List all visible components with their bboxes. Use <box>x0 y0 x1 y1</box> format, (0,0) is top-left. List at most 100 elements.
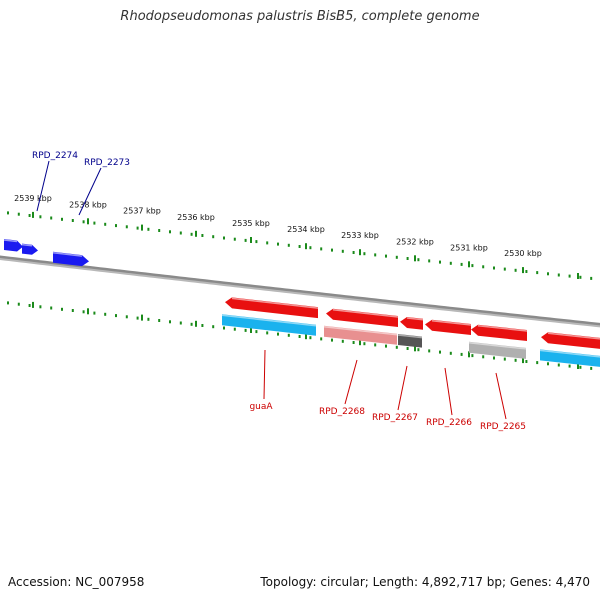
forward-gene-rpd2274[interactable] <box>4 239 23 252</box>
upper-scale-minor-tick <box>525 270 528 273</box>
lower-scale-minor-tick <box>568 364 571 368</box>
upper-scale-minor-tick <box>233 237 236 241</box>
lower-scale-minor-tick <box>201 324 204 327</box>
genome-summary-text: Topology: circular; Length: 4,892,717 bp… <box>260 575 590 589</box>
map-title: Rhodopseudomonas palustris BisB5, comple… <box>120 9 480 24</box>
upper-scale-minor-tick <box>104 222 107 226</box>
lower-scale-minor-tick <box>17 302 20 306</box>
reverse-gene-next[interactable] <box>541 332 600 349</box>
lower-scale-minor-tick <box>374 343 377 347</box>
reverse-gene-label: RPD_2267 <box>372 413 418 423</box>
reverse-gene-leader-line <box>344 359 358 405</box>
lower-scale-minor-tick <box>428 349 431 353</box>
forward-gene-leader-line <box>78 167 102 216</box>
reverse-gene-label: RPD_2265 <box>480 422 526 432</box>
upper-scale-minor-tick <box>255 240 258 244</box>
lower-scale-minor-tick <box>579 365 582 369</box>
upper-scale-minor-tick <box>590 276 593 280</box>
lower-scale-minor-tick <box>331 338 333 342</box>
lower-scale-minor-tick <box>471 354 474 358</box>
upper-scale-minor-tick <box>287 243 290 247</box>
lower-scale-minor-tick <box>115 314 117 318</box>
upper-scale-minor-tick <box>158 229 161 232</box>
genome-backbone-shadow <box>0 257 600 328</box>
reverse-gene-rpd2265[interactable] <box>471 324 527 341</box>
lower-scale-minor-tick <box>223 326 225 330</box>
upper-scale-major-tick <box>468 261 470 268</box>
scale-label: 2531 kbp <box>450 243 488 252</box>
lower-scale-minor-tick <box>125 315 128 319</box>
reverse-gene-rpd2268-highlight <box>332 308 399 318</box>
lower-scale-minor-tick <box>158 319 161 322</box>
lower-scale-minor-tick <box>61 307 63 311</box>
lower-scale-minor-tick <box>169 320 171 324</box>
lower-scale-minor-tick <box>439 350 441 354</box>
lower-scale-minor-tick <box>212 325 215 329</box>
lower-scale-minor-tick <box>244 328 247 332</box>
upper-scale-minor-tick <box>514 268 517 272</box>
lower-scale-minor-tick <box>557 363 560 367</box>
lower-scale-minor-tick <box>352 341 355 344</box>
upper-scale-minor-tick <box>17 212 20 216</box>
upper-scale-minor-tick <box>277 242 279 246</box>
lower-scale-minor-tick <box>104 312 107 316</box>
lower-scale-minor-tick <box>547 362 549 366</box>
forward-gene-rpd2273-highlight <box>52 251 83 257</box>
upper-scale-minor-tick <box>406 257 409 260</box>
genome-backbone <box>0 255 600 326</box>
cds-feature-next[interactable] <box>540 349 600 367</box>
upper-scale-minor-tick <box>385 254 387 258</box>
forward-gene-label: RPD_2273 <box>84 158 130 168</box>
lower-scale-minor-tick <box>233 327 236 331</box>
upper-scale-minor-tick <box>136 226 139 230</box>
lower-scale-major-tick <box>305 333 307 340</box>
reverse-gene-rpd2268[interactable] <box>326 308 398 327</box>
lower-scale-major-tick <box>468 351 470 358</box>
lower-scale-minor-tick <box>406 347 409 350</box>
upper-scale-minor-tick <box>28 214 31 217</box>
lower-scale-minor-tick <box>493 356 495 360</box>
upper-scale-minor-tick <box>147 227 150 231</box>
cds-feature-guaA-highlight <box>221 314 317 327</box>
reverse-gene-guaA[interactable] <box>225 297 318 319</box>
reverse-gene-rpd2265-highlight <box>477 324 528 332</box>
forward-gene-leader-line <box>36 160 50 212</box>
upper-scale-minor-tick <box>7 211 9 215</box>
cds-feature-rpd2268[interactable] <box>324 325 397 345</box>
cds-feature-guaA[interactable] <box>222 314 316 336</box>
upper-scale-minor-tick <box>169 230 171 234</box>
reverse-gene-rpd2267[interactable] <box>400 317 423 330</box>
reverse-gene-leader-line <box>444 367 453 416</box>
forward-gene-rpd2274b[interactable] <box>22 243 38 255</box>
upper-scale-minor-tick <box>331 248 333 252</box>
reverse-gene-guaA-highlight <box>231 297 319 309</box>
lower-scale-minor-tick <box>82 310 85 314</box>
upper-scale-minor-tick <box>417 258 420 262</box>
lower-scale-major-tick <box>32 301 34 308</box>
upper-scale-minor-tick <box>395 255 398 259</box>
lower-scale-major-tick <box>414 345 416 352</box>
cds-feature-rpd2265[interactable] <box>469 341 526 359</box>
reverse-gene-next-highlight <box>547 332 600 340</box>
reverse-gene-leader-line <box>397 365 408 411</box>
cds-feature-next-highlight <box>539 349 600 358</box>
upper-scale-minor-tick <box>536 271 539 275</box>
upper-scale-major-tick <box>577 273 579 279</box>
upper-scale-minor-tick <box>50 216 53 220</box>
lower-scale-minor-tick <box>309 336 312 340</box>
lower-scale-minor-tick <box>136 316 139 320</box>
upper-scale-major-tick <box>87 218 89 225</box>
accession-text: Accession: NC_007958 <box>8 575 145 589</box>
lower-scale-minor-tick <box>39 305 42 309</box>
forward-gene-label: RPD_2274 <box>32 151 78 161</box>
upper-scale-minor-tick <box>320 247 323 251</box>
upper-scale-minor-tick <box>266 241 269 245</box>
upper-scale-minor-tick <box>428 259 431 263</box>
reverse-gene-label: RPD_2266 <box>426 418 472 428</box>
reverse-gene-rpd2267-highlight <box>406 317 424 321</box>
lower-scale-minor-tick <box>503 357 506 361</box>
lower-scale-minor-tick <box>287 333 290 337</box>
scale-label: 2538 kbp <box>69 200 107 209</box>
upper-scale-minor-tick <box>93 221 96 225</box>
